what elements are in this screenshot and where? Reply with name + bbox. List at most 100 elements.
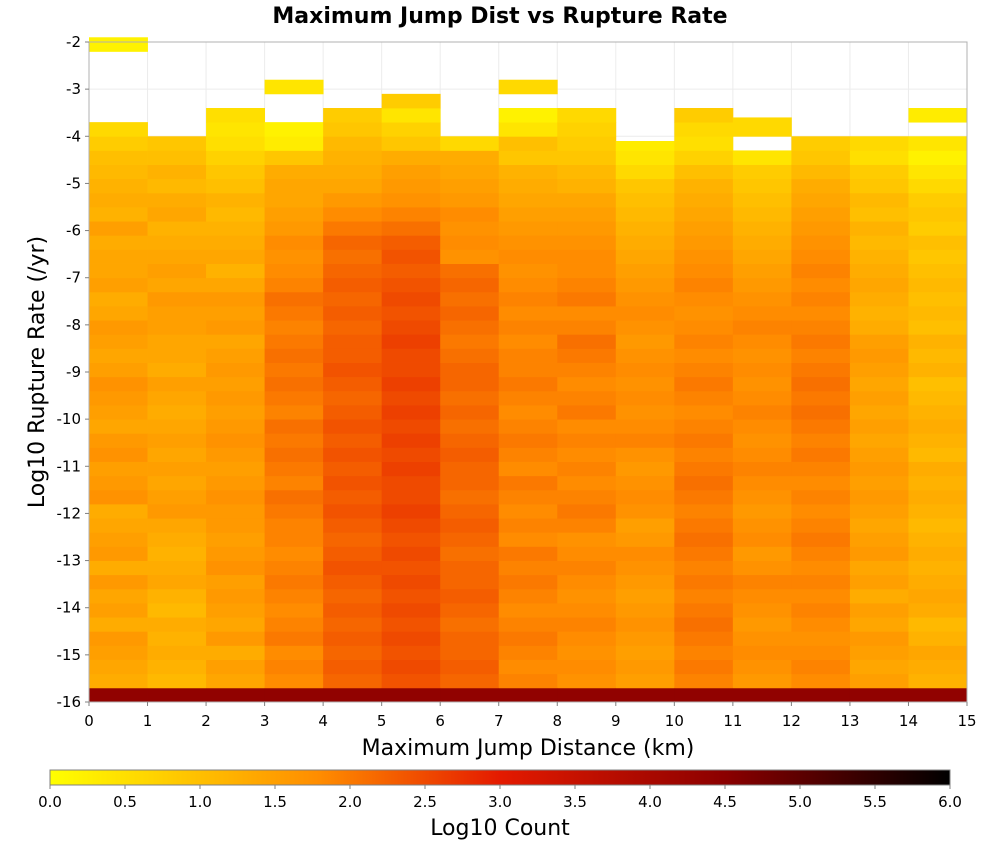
heatmap-cell	[615, 433, 675, 448]
x-tick-label: 12	[782, 712, 801, 730]
heatmap-cell	[674, 659, 734, 675]
heatmap-cell	[615, 532, 675, 547]
heatmap-cell	[498, 588, 558, 604]
heatmap-cell	[732, 574, 792, 590]
heatmap-cell	[264, 419, 324, 434]
heatmap-cell	[732, 405, 792, 420]
heatmap-cell	[791, 348, 851, 363]
heatmap-cell	[147, 136, 207, 151]
heatmap-cell	[381, 603, 441, 618]
heatmap-cell	[89, 631, 148, 646]
heatmap-cell	[381, 136, 441, 151]
heatmap-cell	[498, 348, 558, 363]
heatmap-cell	[206, 334, 265, 349]
heatmap-cell	[674, 178, 734, 194]
heatmap-cell	[615, 249, 675, 264]
heatmap-cell	[732, 645, 792, 660]
heatmap-cell	[615, 221, 675, 236]
heatmap-cell	[615, 207, 675, 222]
heatmap-cell	[732, 532, 792, 547]
heatmap-cell	[206, 659, 265, 675]
heatmap-cell	[381, 504, 441, 519]
heatmap-cell	[557, 108, 617, 123]
colorbar-tick-label: 5.5	[863, 793, 887, 811]
heatmap-cell	[674, 376, 734, 392]
heatmap-cell	[791, 673, 851, 689]
heatmap-cell	[557, 192, 617, 208]
y-axis-label: Log10 Rupture Rate (/yr)	[25, 236, 50, 508]
heatmap-cell	[732, 390, 792, 406]
heatmap-cell	[381, 617, 441, 632]
heatmap-cell	[557, 362, 617, 378]
heatmap-cell	[264, 150, 324, 165]
heatmap-cell	[89, 617, 148, 632]
heatmap-cell	[323, 447, 383, 462]
heatmap-cell	[908, 532, 968, 547]
heatmap-cell	[615, 631, 675, 646]
heatmap-cell	[615, 291, 675, 307]
heatmap-cell	[849, 277, 909, 293]
heatmap-cell	[732, 150, 792, 165]
heatmap-cell	[264, 673, 324, 689]
heatmap-cell	[323, 560, 383, 576]
heatmap-cell	[264, 192, 324, 208]
heatmap-cell	[674, 475, 734, 491]
heatmap-cell	[674, 546, 734, 561]
heatmap-cell	[381, 207, 441, 222]
heatmap-cell	[849, 532, 909, 547]
heatmap-cell	[440, 263, 500, 279]
heatmap-cell	[908, 348, 968, 363]
heatmap-cell	[791, 376, 851, 392]
heatmap-cell	[440, 178, 500, 194]
heatmap-cell	[264, 235, 324, 250]
heatmap-cell	[908, 235, 968, 250]
heatmap-cell	[381, 192, 441, 208]
heatmap-cell	[674, 574, 734, 590]
heatmap-cell	[89, 362, 148, 378]
heatmap-cell	[615, 320, 675, 335]
heatmap-cell	[440, 504, 500, 519]
heatmap-cell	[908, 475, 968, 491]
heatmap-cell	[791, 546, 851, 561]
heatmap-cell	[615, 178, 675, 194]
heatmap-cell	[264, 376, 324, 392]
heatmap-cell	[674, 221, 734, 236]
heatmap-cell	[264, 221, 324, 236]
heatmap-cell	[264, 348, 324, 363]
heatmap-cell	[147, 249, 207, 264]
heatmap-cell	[849, 588, 909, 604]
heatmap-cell	[89, 122, 148, 137]
heatmap-cell	[498, 320, 558, 335]
heatmap-cell	[89, 659, 148, 675]
heatmap-cell	[849, 504, 909, 519]
heatmap-cell	[732, 475, 792, 491]
heatmap-cell	[615, 475, 675, 491]
heatmap-cell	[89, 334, 148, 349]
heatmap-cell	[732, 687, 792, 703]
heatmap-cell	[791, 645, 851, 660]
heatmap-cell	[89, 405, 148, 420]
heatmap-cell	[89, 461, 148, 477]
heatmap-cell	[557, 178, 617, 194]
x-tick-label: 7	[494, 712, 504, 730]
heatmap-cell	[674, 334, 734, 349]
heatmap-cell	[908, 504, 968, 519]
heatmap-cell	[849, 334, 909, 349]
heatmap-cell	[557, 334, 617, 349]
heatmap-cell	[147, 687, 207, 703]
heatmap-cell	[557, 122, 617, 137]
heatmap-cell	[615, 164, 675, 180]
heatmap-cell	[732, 504, 792, 519]
heatmap-cell	[791, 277, 851, 293]
heatmap-cell	[557, 306, 617, 321]
heatmap-cell	[791, 489, 851, 505]
heatmap-cell	[557, 659, 617, 675]
heatmap-cell	[849, 673, 909, 689]
heatmap-cell	[498, 518, 558, 533]
heatmap-cell	[264, 249, 324, 264]
heatmap-cell	[381, 631, 441, 646]
heatmap-cell	[264, 405, 324, 420]
heatmap-cell	[89, 475, 148, 491]
heatmap-cell	[791, 518, 851, 533]
heatmap-cell	[908, 390, 968, 406]
